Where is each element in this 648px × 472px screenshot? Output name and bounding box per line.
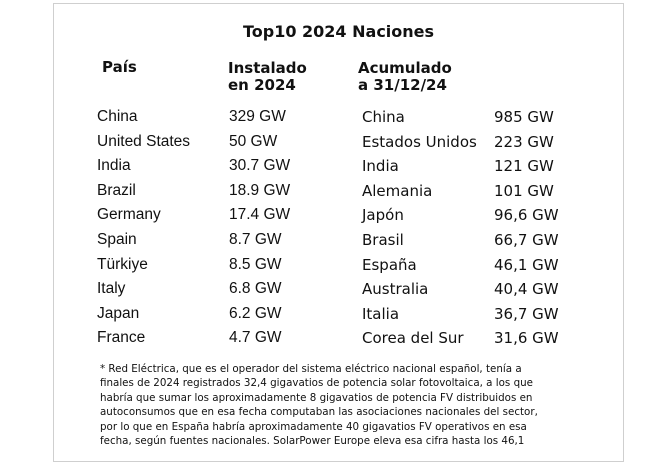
- installed-cell: 17.4 GW: [229, 206, 291, 224]
- footnote-line: autoconsumos que en esa fecha computaban…: [100, 406, 538, 419]
- header-installed-line1: Instalado: [228, 59, 307, 77]
- table-row: China 329 GW China 985 GW: [54, 108, 623, 133]
- cumulative-value-cell: 46,1 GW: [494, 255, 559, 274]
- cumulative-value-cell: 36,7 GW: [494, 304, 559, 323]
- country-cell: Italy: [97, 280, 126, 298]
- installed-cell: 329 GW: [229, 108, 286, 125]
- cumulative-value-cell: 40,4 GW: [494, 280, 559, 299]
- installed-cell: 4.7 GW: [229, 329, 282, 347]
- installed-cell: 8.7 GW: [229, 230, 282, 248]
- country-cell: United States: [97, 132, 191, 150]
- cumulative-value-cell: 985 GW: [494, 108, 554, 126]
- country-cell: Brazil: [97, 181, 136, 199]
- table-row: Brazil 18.9 GW Alemania 101 GW: [54, 182, 623, 207]
- footnote-line: * Red Eléctrica, que es el operador del …: [100, 363, 522, 375]
- cumulative-value-cell: 31,6 GW: [494, 329, 559, 348]
- installed-cell: 8.5 GW: [229, 255, 282, 273]
- country-cell: Türkiye: [97, 255, 148, 273]
- cumulative-value-cell: 66,7 GW: [494, 230, 559, 249]
- installed-cell: 18.9 GW: [229, 181, 291, 199]
- cumulative-value-cell: 223 GW: [494, 132, 554, 151]
- cumulative-country-cell: India: [362, 157, 399, 176]
- footnote-line: habría que sumar los aproximadamente 8 g…: [100, 391, 533, 404]
- table-row: Germany 17.4 GW Japón 96,6 GW: [54, 206, 623, 231]
- ranking-card: Top10 2024 Naciones País Instalado en 20…: [53, 3, 624, 462]
- installed-cell: 50 GW: [229, 132, 278, 150]
- table-row: Türkiye 8.5 GW España 46,1 GW: [54, 256, 623, 281]
- table-row: Italy 6.8 GW Australia 40,4 GW: [54, 280, 623, 305]
- header-cumulative-line1: Acumulado: [358, 59, 452, 77]
- installed-cell: 6.8 GW: [229, 280, 282, 298]
- cumulative-country-cell: Corea del Sur: [362, 329, 464, 348]
- installed-cell: 30.7 GW: [229, 157, 291, 175]
- footnote: * Red Eléctrica, que es el operador del …: [100, 362, 585, 448]
- footnote-line: finales de 2024 registrados 32,4 gigavat…: [100, 377, 533, 390]
- cumulative-value-cell: 96,6 GW: [494, 206, 559, 225]
- header-installed-line2: en 2024: [228, 76, 296, 94]
- table-row: United States 50 GW Estados Unidos 223 G…: [54, 133, 623, 158]
- country-cell: France: [97, 329, 146, 347]
- country-cell: Japan: [97, 304, 140, 322]
- cumulative-country-cell: China: [362, 108, 405, 126]
- header-cumulative: Acumulado a 31/12/24: [358, 60, 452, 94]
- table-row: India 30.7 GW India 121 GW: [54, 157, 623, 182]
- country-cell: Germany: [97, 206, 161, 224]
- cumulative-country-cell: Australia: [362, 280, 429, 299]
- cumulative-country-cell: Brasil: [362, 230, 404, 249]
- footnote-line: por lo que en España habría aproximadame…: [100, 420, 527, 433]
- cumulative-country-cell: España: [362, 255, 417, 274]
- cumulative-country-cell: Italia: [362, 304, 400, 323]
- country-cell: China: [97, 108, 138, 125]
- header-country-label: País: [102, 58, 137, 76]
- footnote-line: fecha, según fuentes nacionales. SolarPo…: [100, 435, 525, 448]
- header-country: País: [102, 59, 137, 76]
- table-body: China 329 GW China 985 GW United States …: [54, 108, 623, 354]
- table-row: Spain 8.7 GW Brasil 66,7 GW: [54, 231, 623, 256]
- header-installed: Instalado en 2024: [228, 60, 307, 94]
- cumulative-value-cell: 121 GW: [494, 157, 554, 176]
- table-row: Japan 6.2 GW Italia 36,7 GW: [54, 305, 623, 330]
- cumulative-country-cell: Estados Unidos: [362, 132, 477, 151]
- cumulative-value-cell: 101 GW: [494, 181, 554, 200]
- cumulative-country-cell: Alemania: [362, 181, 433, 200]
- cumulative-country-cell: Japón: [362, 206, 404, 225]
- country-cell: India: [97, 157, 131, 175]
- installed-cell: 6.2 GW: [229, 304, 282, 322]
- header-cumulative-line2: a 31/12/24: [358, 76, 447, 94]
- table-title: Top10 2024 Naciones: [242, 22, 435, 41]
- country-cell: Spain: [97, 230, 137, 248]
- table-row: France 4.7 GW Corea del Sur 31,6 GW: [54, 329, 623, 354]
